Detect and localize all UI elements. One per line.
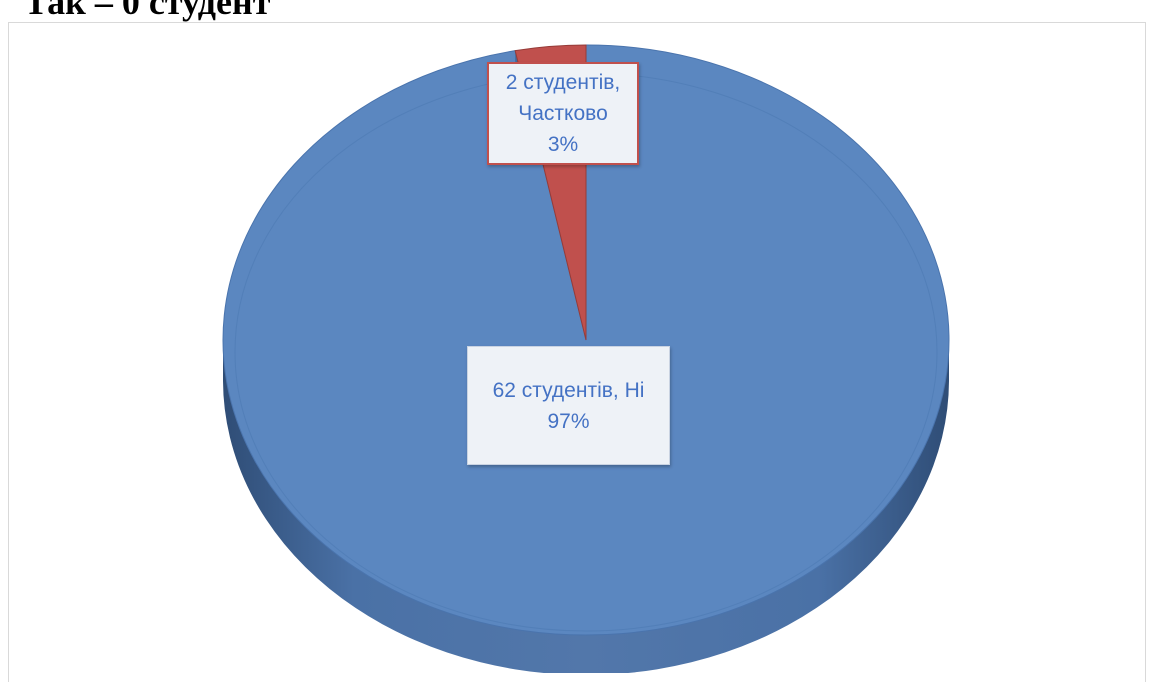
slice-label-no-line1: 62 студентів, Ні — [492, 378, 645, 402]
slice-label-partial-line1: 2 студентів, — [505, 71, 621, 94]
chart-area — [8, 22, 1146, 682]
slice-label-no-line2: 97% — [547, 409, 590, 433]
slice-label-no: 62 студентів, Ні 97% — [467, 346, 670, 465]
chart-heading: Так – 0 студент — [24, 0, 271, 22]
slice-label-partial-line3: 3% — [547, 133, 579, 156]
slice-label-partial: 2 студентів, Частково 3% — [487, 62, 639, 165]
slice-label-partial-line2: Частково — [518, 102, 608, 125]
